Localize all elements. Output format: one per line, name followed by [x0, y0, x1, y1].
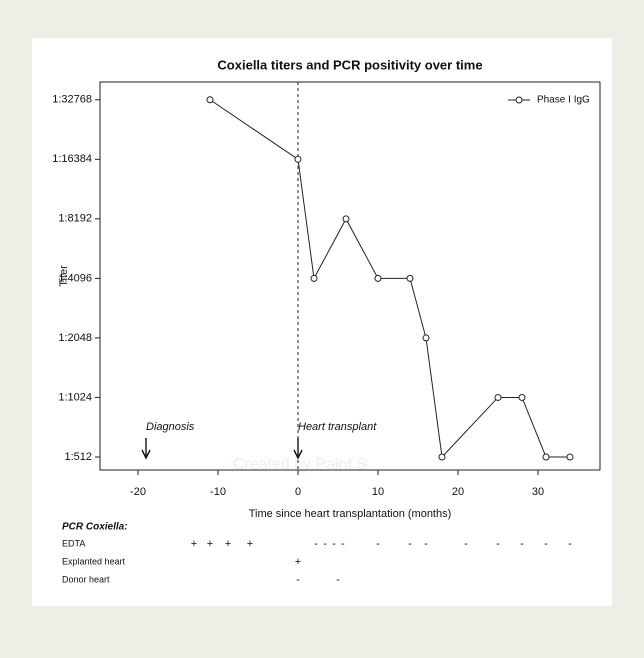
x-tick-label: 0 [295, 486, 301, 498]
x-axis-label: Time since heart transplantation (months… [249, 508, 452, 520]
pcr-result: - [296, 574, 300, 586]
series-line [209, 99, 570, 459]
x-tick-label: 30 [532, 486, 544, 498]
point [206, 96, 214, 104]
point [542, 453, 550, 461]
point [310, 274, 318, 282]
x-tick-label: 20 [452, 486, 464, 498]
pcr-row-label: Explanted heart [62, 556, 126, 566]
pcr-result: - [314, 538, 318, 550]
pcr-result: - [544, 538, 548, 550]
pcr-result: - [376, 538, 380, 550]
y-tick-label: 1:8192 [58, 213, 92, 225]
arrow-head [293, 449, 303, 460]
pcr-result: - [408, 538, 412, 550]
pcr-result: + [191, 538, 197, 550]
point [294, 155, 302, 163]
chart-title: Coxiella titers and PCR positivity over … [217, 57, 482, 72]
y-tick-label: 1:16384 [52, 153, 92, 165]
pcr-row-label: EDTA [62, 538, 85, 548]
annotation: Heart transplant [298, 421, 377, 433]
point [518, 393, 526, 401]
y-tick-label: 1:1024 [58, 391, 92, 403]
legend-label: Phase I IgG [537, 95, 590, 106]
pcr-result: + [295, 556, 301, 568]
pcr-result: - [341, 538, 345, 550]
pcr-result: - [568, 538, 572, 550]
point [566, 453, 574, 461]
x-tick-label: 10 [372, 486, 384, 498]
pcr-result: - [332, 538, 336, 550]
pcr-result: - [520, 538, 524, 550]
point [422, 334, 430, 342]
legend-symbol [515, 96, 523, 104]
pcr-title: PCR Coxiella: [62, 522, 128, 533]
y-tick-label: 1:512 [64, 451, 92, 463]
arrow-head [141, 449, 151, 460]
y-tick-label: 1:4096 [58, 272, 92, 284]
pcr-result: - [424, 538, 428, 550]
y-axis-label: Titer [58, 265, 70, 287]
pcr-result: + [247, 538, 253, 550]
pcr-result: + [207, 538, 213, 550]
x-tick-label: -20 [130, 486, 146, 498]
point [494, 393, 502, 401]
plot-frame [99, 81, 601, 471]
point [374, 274, 382, 282]
y-tick-label: 1:32768 [52, 94, 92, 106]
pcr-result: - [323, 538, 327, 550]
pcr-result: - [336, 574, 340, 586]
pcr-result: - [496, 538, 500, 550]
panel [32, 38, 612, 606]
annotation: Diagnosis [146, 421, 195, 433]
watermark: Created by Paint S [233, 456, 367, 473]
pcr-result: - [464, 538, 468, 550]
y-tick-label: 1:2048 [58, 332, 92, 344]
pcr-result: + [225, 538, 231, 550]
point [438, 453, 446, 461]
point [406, 274, 414, 282]
x-tick-label: -10 [210, 486, 226, 498]
pcr-row-label: Donor heart [62, 574, 110, 584]
point [342, 215, 350, 223]
